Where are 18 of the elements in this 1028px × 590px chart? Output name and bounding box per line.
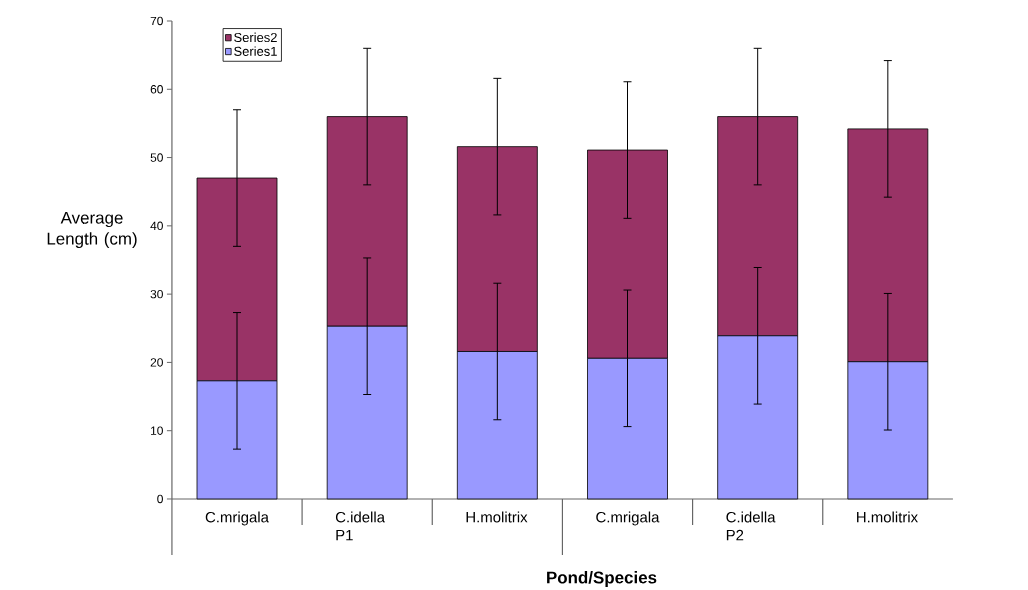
x-tick-label: C.mrigala — [596, 511, 660, 526]
x-tick-label: H.molitrix — [857, 511, 918, 523]
y-tick-label: 10 — [151, 426, 163, 435]
x-tick-label: C.idella P2 — [726, 511, 776, 541]
y-tick-label: 20 — [150, 358, 163, 367]
legend-label: Series1 — [234, 46, 277, 56]
y-tick-label: 60 — [150, 85, 163, 94]
x-axis-title: Pond/Species — [547, 571, 657, 587]
y-tick-label: 30 — [150, 289, 163, 299]
y-tick-label: 70 — [150, 16, 163, 26]
y-axis-title: Average Length (cm) — [47, 211, 137, 249]
x-tick-label: C.idella P1 — [335, 511, 385, 541]
y-tick-label: 0 — [157, 494, 163, 504]
legend-label: Series2 — [234, 32, 277, 43]
y-tick-label: 40 — [150, 221, 163, 231]
x-tick-label: H.molitrix — [466, 511, 528, 523]
y-tick-label: 50 — [150, 153, 163, 162]
x-tick-label: C.mrigala — [205, 511, 269, 526]
